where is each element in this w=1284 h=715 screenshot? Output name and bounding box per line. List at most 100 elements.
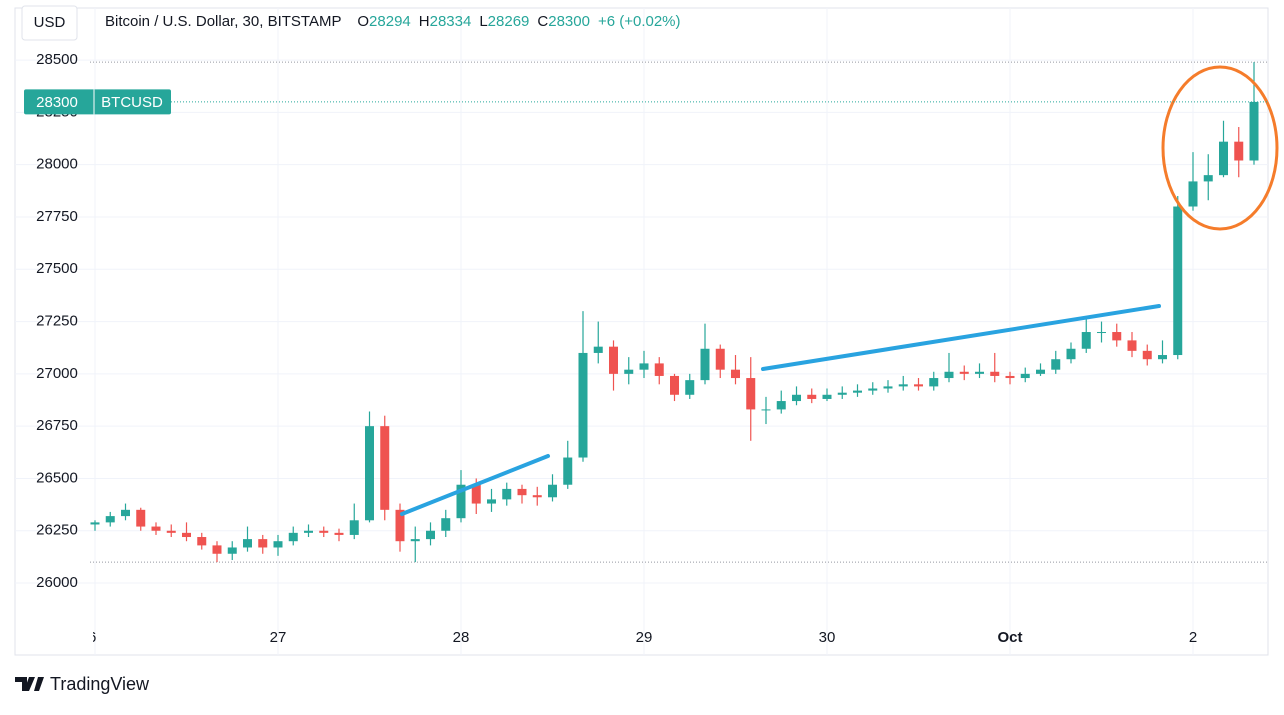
- x-tick-label: 27: [270, 629, 287, 646]
- x-axis: 26 27 28 29 30 Oct 2: [80, 629, 1197, 646]
- candle-body: [136, 509, 146, 527]
- candle-body: [1081, 332, 1091, 349]
- candle-body: [212, 545, 222, 554]
- ohlc-value: 28334: [430, 13, 472, 30]
- candle-body: [914, 384, 923, 387]
- y-tick-label: 28000: [36, 156, 78, 173]
- candle-body: [837, 392, 847, 395]
- trend-line: [400, 454, 550, 516]
- x-tick-label: 30: [819, 629, 836, 646]
- candle-body: [1203, 175, 1213, 182]
- candle-body: [975, 371, 984, 374]
- grid: [15, 8, 1268, 655]
- header: USD Bitcoin / U.S. Dollar, 30, BITSTAMP …: [21, 5, 681, 41]
- candle-body: [334, 532, 344, 535]
- candle-body: [944, 371, 954, 379]
- candle-body: [410, 539, 420, 542]
- candle-body: [624, 369, 634, 374]
- price-tag: 28300 BTCUSD: [24, 89, 1268, 115]
- candle-body: [304, 530, 313, 533]
- x-tick-label: 2: [1189, 629, 1197, 646]
- candle-body: [1066, 348, 1076, 360]
- candle-body: [1249, 101, 1259, 161]
- candle-body: [563, 457, 573, 485]
- candle-body: [639, 363, 649, 370]
- candle-body: [105, 516, 115, 523]
- price-tag-box: [24, 89, 171, 115]
- x-tick-label: 28: [453, 629, 470, 646]
- y-tick-label: 26000: [36, 574, 78, 591]
- x-tick-label: Oct: [997, 629, 1022, 646]
- candle-body: [90, 522, 100, 525]
- ohlc-label: C: [537, 13, 548, 30]
- candle-body: [898, 384, 908, 387]
- candle-body: [578, 352, 588, 458]
- candle-body: [883, 386, 893, 389]
- candle-body: [776, 401, 786, 410]
- candle-body: [502, 488, 512, 500]
- candle-body: [288, 532, 298, 542]
- candle-body: [182, 532, 191, 538]
- candle-body: [197, 537, 207, 546]
- y-tick-label: 26750: [36, 417, 78, 434]
- candle-body: [654, 363, 664, 376]
- brand-logo: [15, 677, 44, 691]
- candle-body: [929, 378, 939, 387]
- candle-body: [487, 499, 496, 504]
- candle-body: [1051, 359, 1061, 370]
- candle-body: [1036, 369, 1045, 374]
- y-tick-label: 28500: [36, 51, 78, 68]
- currency-box[interactable]: [21, 5, 78, 41]
- candle-body: [1219, 141, 1228, 176]
- candle-body: [471, 484, 481, 504]
- candle-body: [395, 509, 405, 542]
- candle-body: [227, 547, 237, 554]
- candle-body: [868, 388, 878, 391]
- candle-body: [731, 369, 740, 379]
- candle-body: [258, 539, 268, 548]
- candle-body: [548, 484, 557, 498]
- plot-frame: [14, 7, 1269, 656]
- candle-body: [456, 484, 466, 519]
- candle-body: [426, 530, 435, 540]
- ohlc-label: H: [419, 13, 430, 30]
- candle-body: [1158, 355, 1167, 360]
- ohlc-label: L: [479, 13, 487, 30]
- ohlc-value: 28294: [369, 13, 411, 30]
- candle-body: [593, 346, 603, 353]
- candle-body: [792, 394, 801, 402]
- candle-body: [365, 426, 374, 521]
- y-tick-label: 27500: [36, 260, 78, 277]
- brand: TradingView: [15, 674, 150, 694]
- candle-body: [1142, 350, 1152, 360]
- drawings: [400, 65, 1279, 516]
- candle-body: [746, 378, 756, 410]
- currency[interactable]: USD: [34, 14, 66, 31]
- symbol-info: Bitcoin / U.S. Dollar, 30, BITSTAMP O282…: [105, 13, 681, 30]
- candle-body: [121, 509, 130, 517]
- y-tick-label: 27750: [36, 208, 78, 225]
- candle-body: [609, 346, 618, 374]
- candle-body: [1173, 206, 1183, 356]
- ohlc-value: 28269: [488, 13, 530, 30]
- candles: [90, 62, 1259, 563]
- x-tick-label: 26: [80, 629, 97, 646]
- candle-body: [853, 390, 862, 393]
- candle-body: [1234, 141, 1244, 161]
- candle-body: [1188, 181, 1198, 207]
- highlight-ellipse: [1161, 65, 1279, 231]
- x-tick-label: 29: [636, 629, 653, 646]
- candle-body: [319, 530, 329, 533]
- price-tag-symbol: BTCUSD: [101, 94, 163, 111]
- candle-body: [380, 426, 390, 510]
- candle-body: [807, 394, 817, 399]
- candle-body: [273, 541, 283, 548]
- brand-name: TradingView: [50, 674, 150, 694]
- candle-body: [532, 495, 542, 498]
- y-tick-label: 26500: [36, 469, 78, 486]
- y-tick-label: 27000: [36, 365, 78, 382]
- candle-body: [1097, 332, 1106, 334]
- candle-body: [822, 394, 832, 399]
